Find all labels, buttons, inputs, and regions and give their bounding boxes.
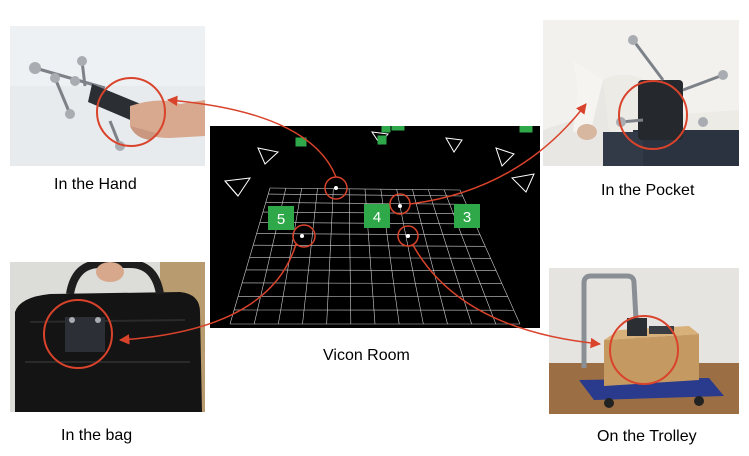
vicon-room-view: 5 4 3 xyxy=(210,126,540,328)
vicon-room-illustration: 5 4 3 xyxy=(210,126,540,328)
grid-line xyxy=(302,188,318,325)
photo-on-the-trolley xyxy=(549,268,739,414)
grid-line xyxy=(348,188,352,325)
bag-photo-illustration xyxy=(10,262,205,412)
photo-in-the-pocket xyxy=(543,20,739,166)
caption-in-the-pocket: In the Pocket xyxy=(601,182,695,199)
caption-on-the-trolley: On the Trolley xyxy=(597,428,697,445)
green-marker-5: 5 xyxy=(268,206,294,230)
pocket-photo-illustration xyxy=(543,20,739,166)
caption-in-the-bag: In the bag xyxy=(61,427,133,444)
caption-vicon-room: Vicon Room xyxy=(323,347,410,364)
svg-text:5: 5 xyxy=(277,211,285,228)
trolley-photo-illustration xyxy=(549,268,739,414)
hand-photo-illustration xyxy=(10,26,205,166)
photo-in-the-hand xyxy=(10,26,205,166)
grid-line xyxy=(326,188,334,325)
svg-text:3: 3 xyxy=(463,209,471,226)
caption-in-the-hand: In the Hand xyxy=(54,176,137,193)
svg-text:4: 4 xyxy=(373,209,381,226)
green-marker-3: 3 xyxy=(454,204,480,228)
photo-in-the-bag xyxy=(10,262,205,412)
green-marker-4: 4 xyxy=(364,204,390,228)
